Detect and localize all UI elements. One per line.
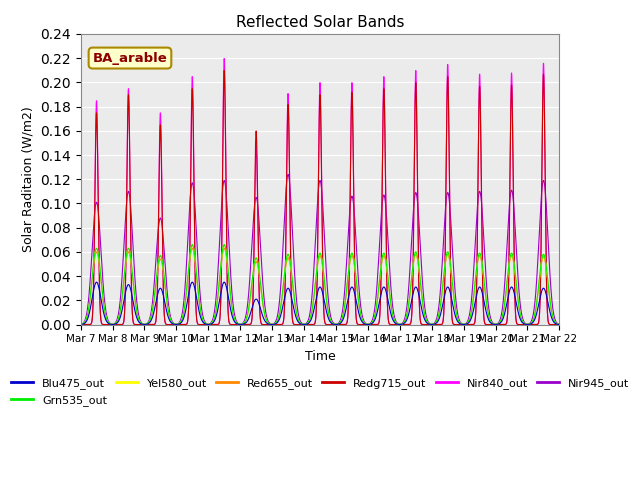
Line: Nir945_out: Nir945_out [81,174,559,324]
Line: Nir840_out: Nir840_out [81,59,559,324]
Yel580_out [547,300,554,305]
Line: Yel580_out: Yel580_out [81,245,559,324]
Nir945_out [495,320,502,325]
Nir840_out [556,322,563,327]
Nir945_out [77,322,84,327]
Nir945_out [160,242,168,248]
Text: BA_arable: BA_arable [93,51,167,64]
Nir945_out [281,201,289,207]
Redg715_out [547,322,554,327]
Blu475_out [282,292,289,298]
Redg715_out [556,322,563,327]
Red655_out [547,300,554,306]
Redg715_out [260,322,268,327]
Red655_out [556,322,563,327]
Line: Red655_out: Red655_out [81,248,559,324]
Red655_out [131,299,139,305]
Grn535_out [77,322,84,327]
Nir840_out [220,56,228,61]
Nir840_out [260,322,268,327]
Y-axis label: Solar Raditaion (W/m2): Solar Raditaion (W/m2) [22,107,35,252]
Blu475_out [547,311,554,316]
Nir945_out [556,322,563,327]
Redg715_out [236,322,244,327]
Red655_out [188,245,196,251]
Blu475_out [236,322,244,327]
Grn535_out [131,298,139,303]
Line: Blu475_out: Blu475_out [81,282,559,324]
Blu475_out [260,317,268,323]
Grn535_out [236,322,244,327]
Nir840_out [547,322,554,327]
Red655_out [236,322,244,327]
Yel580_out [260,311,268,316]
Yel580_out [495,321,502,326]
Grn535_out [188,242,196,248]
Yel580_out [77,322,84,327]
Redg715_out [220,68,228,73]
Nir840_out [131,322,139,327]
Grn535_out [556,322,563,327]
Grn535_out [495,321,502,326]
Title: Reflected Solar Bands: Reflected Solar Bands [236,15,404,30]
Yel580_out [556,322,563,327]
Nir945_out [131,280,139,286]
Line: Redg715_out: Redg715_out [81,71,559,324]
Yel580_out [236,322,244,327]
Nir945_out [284,171,292,177]
Nir840_out [160,296,168,302]
Yel580_out [188,242,196,248]
Grn535_out [547,300,554,305]
Red655_out [77,322,84,327]
Redg715_out [160,298,168,303]
Red655_out [160,272,168,277]
Nir945_out [547,276,554,282]
Redg715_out [282,275,289,280]
Redg715_out [495,322,502,327]
Yel580_out [160,269,168,275]
Blu475_out [495,321,502,327]
Nir840_out [77,322,84,327]
Red655_out [495,321,502,326]
Line: Grn535_out: Grn535_out [81,245,559,324]
Nir945_out [141,322,148,327]
Blu475_out [77,322,84,327]
Nir840_out [495,322,502,327]
Blu475_out [132,310,140,316]
Nir945_out [260,299,268,304]
Nir840_out [236,322,244,327]
Blu475_out [93,279,100,285]
Redg715_out [131,322,139,327]
X-axis label: Time: Time [305,350,335,363]
Nir840_out [282,273,289,278]
Grn535_out [282,264,289,270]
Redg715_out [77,322,84,327]
Blu475_out [160,295,168,300]
Legend: Blu475_out, Grn535_out, Yel580_out, Red655_out, Redg715_out, Nir840_out, Nir945_: Blu475_out, Grn535_out, Yel580_out, Red6… [6,374,634,410]
Grn535_out [260,311,268,316]
Red655_out [282,267,289,273]
Blu475_out [556,322,563,327]
Yel580_out [282,264,289,270]
Red655_out [260,311,268,317]
Yel580_out [131,298,139,303]
Grn535_out [160,269,168,275]
